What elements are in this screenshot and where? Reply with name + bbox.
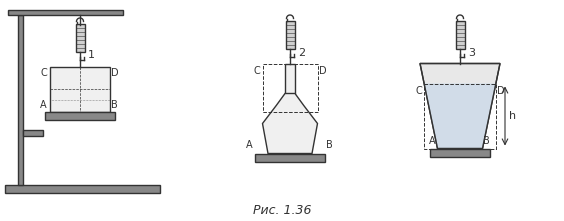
Bar — [8, 10, 123, 15]
Text: C: C — [415, 86, 422, 95]
Text: B: B — [326, 141, 333, 151]
Polygon shape — [262, 93, 318, 154]
Text: 3: 3 — [468, 48, 475, 57]
Text: Рис. 1.36: Рис. 1.36 — [253, 204, 311, 217]
Bar — [430, 149, 490, 156]
Text: C: C — [254, 65, 261, 76]
Polygon shape — [420, 63, 500, 149]
Text: A: A — [246, 141, 253, 151]
Text: B: B — [111, 99, 118, 109]
Polygon shape — [424, 84, 496, 149]
Text: B: B — [483, 135, 490, 145]
Bar — [285, 21, 294, 48]
Text: D: D — [319, 65, 326, 76]
Text: C: C — [40, 69, 47, 78]
Text: D: D — [497, 86, 505, 95]
Bar — [5, 185, 160, 193]
Bar — [424, 84, 496, 149]
Bar — [262, 63, 318, 112]
Bar — [255, 154, 325, 162]
Bar — [45, 112, 115, 120]
Bar — [23, 130, 43, 136]
Bar — [18, 15, 23, 185]
Text: 2: 2 — [298, 48, 305, 57]
Text: 1: 1 — [88, 51, 95, 61]
Text: h: h — [509, 111, 516, 121]
Bar — [76, 23, 85, 51]
Bar — [456, 21, 465, 48]
Bar — [50, 67, 110, 112]
Text: A: A — [41, 99, 47, 109]
Bar — [285, 63, 295, 93]
Text: D: D — [111, 69, 118, 78]
Text: A: A — [429, 135, 435, 145]
